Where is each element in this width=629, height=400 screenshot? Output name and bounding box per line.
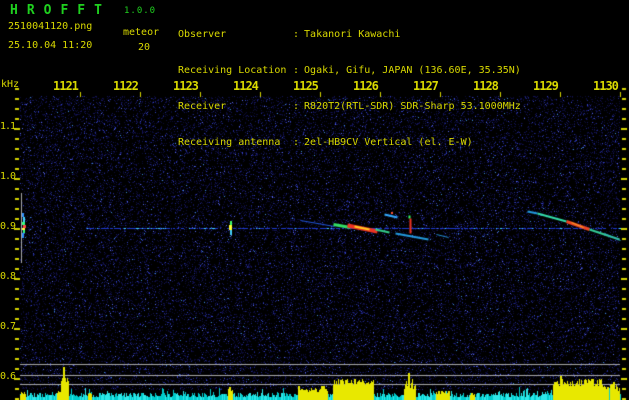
- time-axis-label: 1122: [113, 79, 139, 93]
- info-separator: :: [293, 137, 300, 148]
- y-axis-unit-label: kHz: [1, 79, 20, 90]
- time-axis-label: 1127: [413, 79, 439, 93]
- app-title: HROFFT: [10, 3, 111, 18]
- info-separator: :: [293, 101, 300, 112]
- info-separator: :: [293, 65, 300, 76]
- mode-label: meteor: [123, 27, 160, 38]
- info-separator: :: [293, 29, 300, 40]
- frequency-axis-label: 0.7: [0, 321, 16, 332]
- info-value: Ogaki, Gifu, JAPAN (136.60E, 35.35N): [304, 65, 521, 76]
- time-axis-label: 1129: [533, 79, 559, 93]
- info-value: R820T2(RTL-SDR) SDR-Sharp 53.1000MHz: [304, 101, 521, 112]
- time-axis-label: 1126: [353, 79, 379, 93]
- info-value: Takanori Kawachi: [304, 29, 401, 40]
- time-axis-label: 1130: [593, 79, 619, 93]
- time-axis-label: 1123: [173, 79, 199, 93]
- frequency-axis-label: 1.1: [0, 121, 16, 132]
- frequency-axis-label: 0.9: [0, 221, 16, 232]
- info-label: Observer: [178, 29, 227, 40]
- app-version: 1.0.0: [124, 6, 157, 16]
- station-info: Observer: Takanori Kawachi Receiving Loca…: [178, 5, 521, 173]
- info-row-observer: Observer: Takanori Kawachi: [178, 29, 521, 41]
- datetime-label: 25.10.04 11:20: [8, 40, 93, 51]
- info-row-receiver: Receiver: R820T2(RTL-SDR) SDR-Sharp 53.10…: [178, 101, 521, 113]
- info-label: Receiving antenna: [178, 137, 281, 148]
- output-filename: 2510041120.png: [8, 21, 93, 32]
- time-axis-label: 1121: [53, 79, 79, 93]
- time-axis-label: 1124: [233, 79, 259, 93]
- time-axis-label: 1128: [473, 79, 499, 93]
- time-axis-label: 1125: [293, 79, 319, 93]
- info-label: Receiver: [178, 101, 227, 112]
- info-row-antenna: Receiving antenna:2el-HB9CV Vertical (el…: [178, 137, 521, 149]
- frequency-axis-label: 1.0: [0, 171, 16, 182]
- info-row-location: Receiving Location: Ogaki, Gifu, JAPAN (1…: [178, 65, 521, 77]
- frequency-axis-label: 0.6: [0, 371, 16, 382]
- info-label: Receiving Location: [178, 65, 287, 76]
- echo-count: 20: [138, 42, 151, 53]
- frequency-axis-label: 0.8: [0, 271, 16, 282]
- info-value: 2el-HB9CV Vertical (el. E-W): [304, 137, 473, 148]
